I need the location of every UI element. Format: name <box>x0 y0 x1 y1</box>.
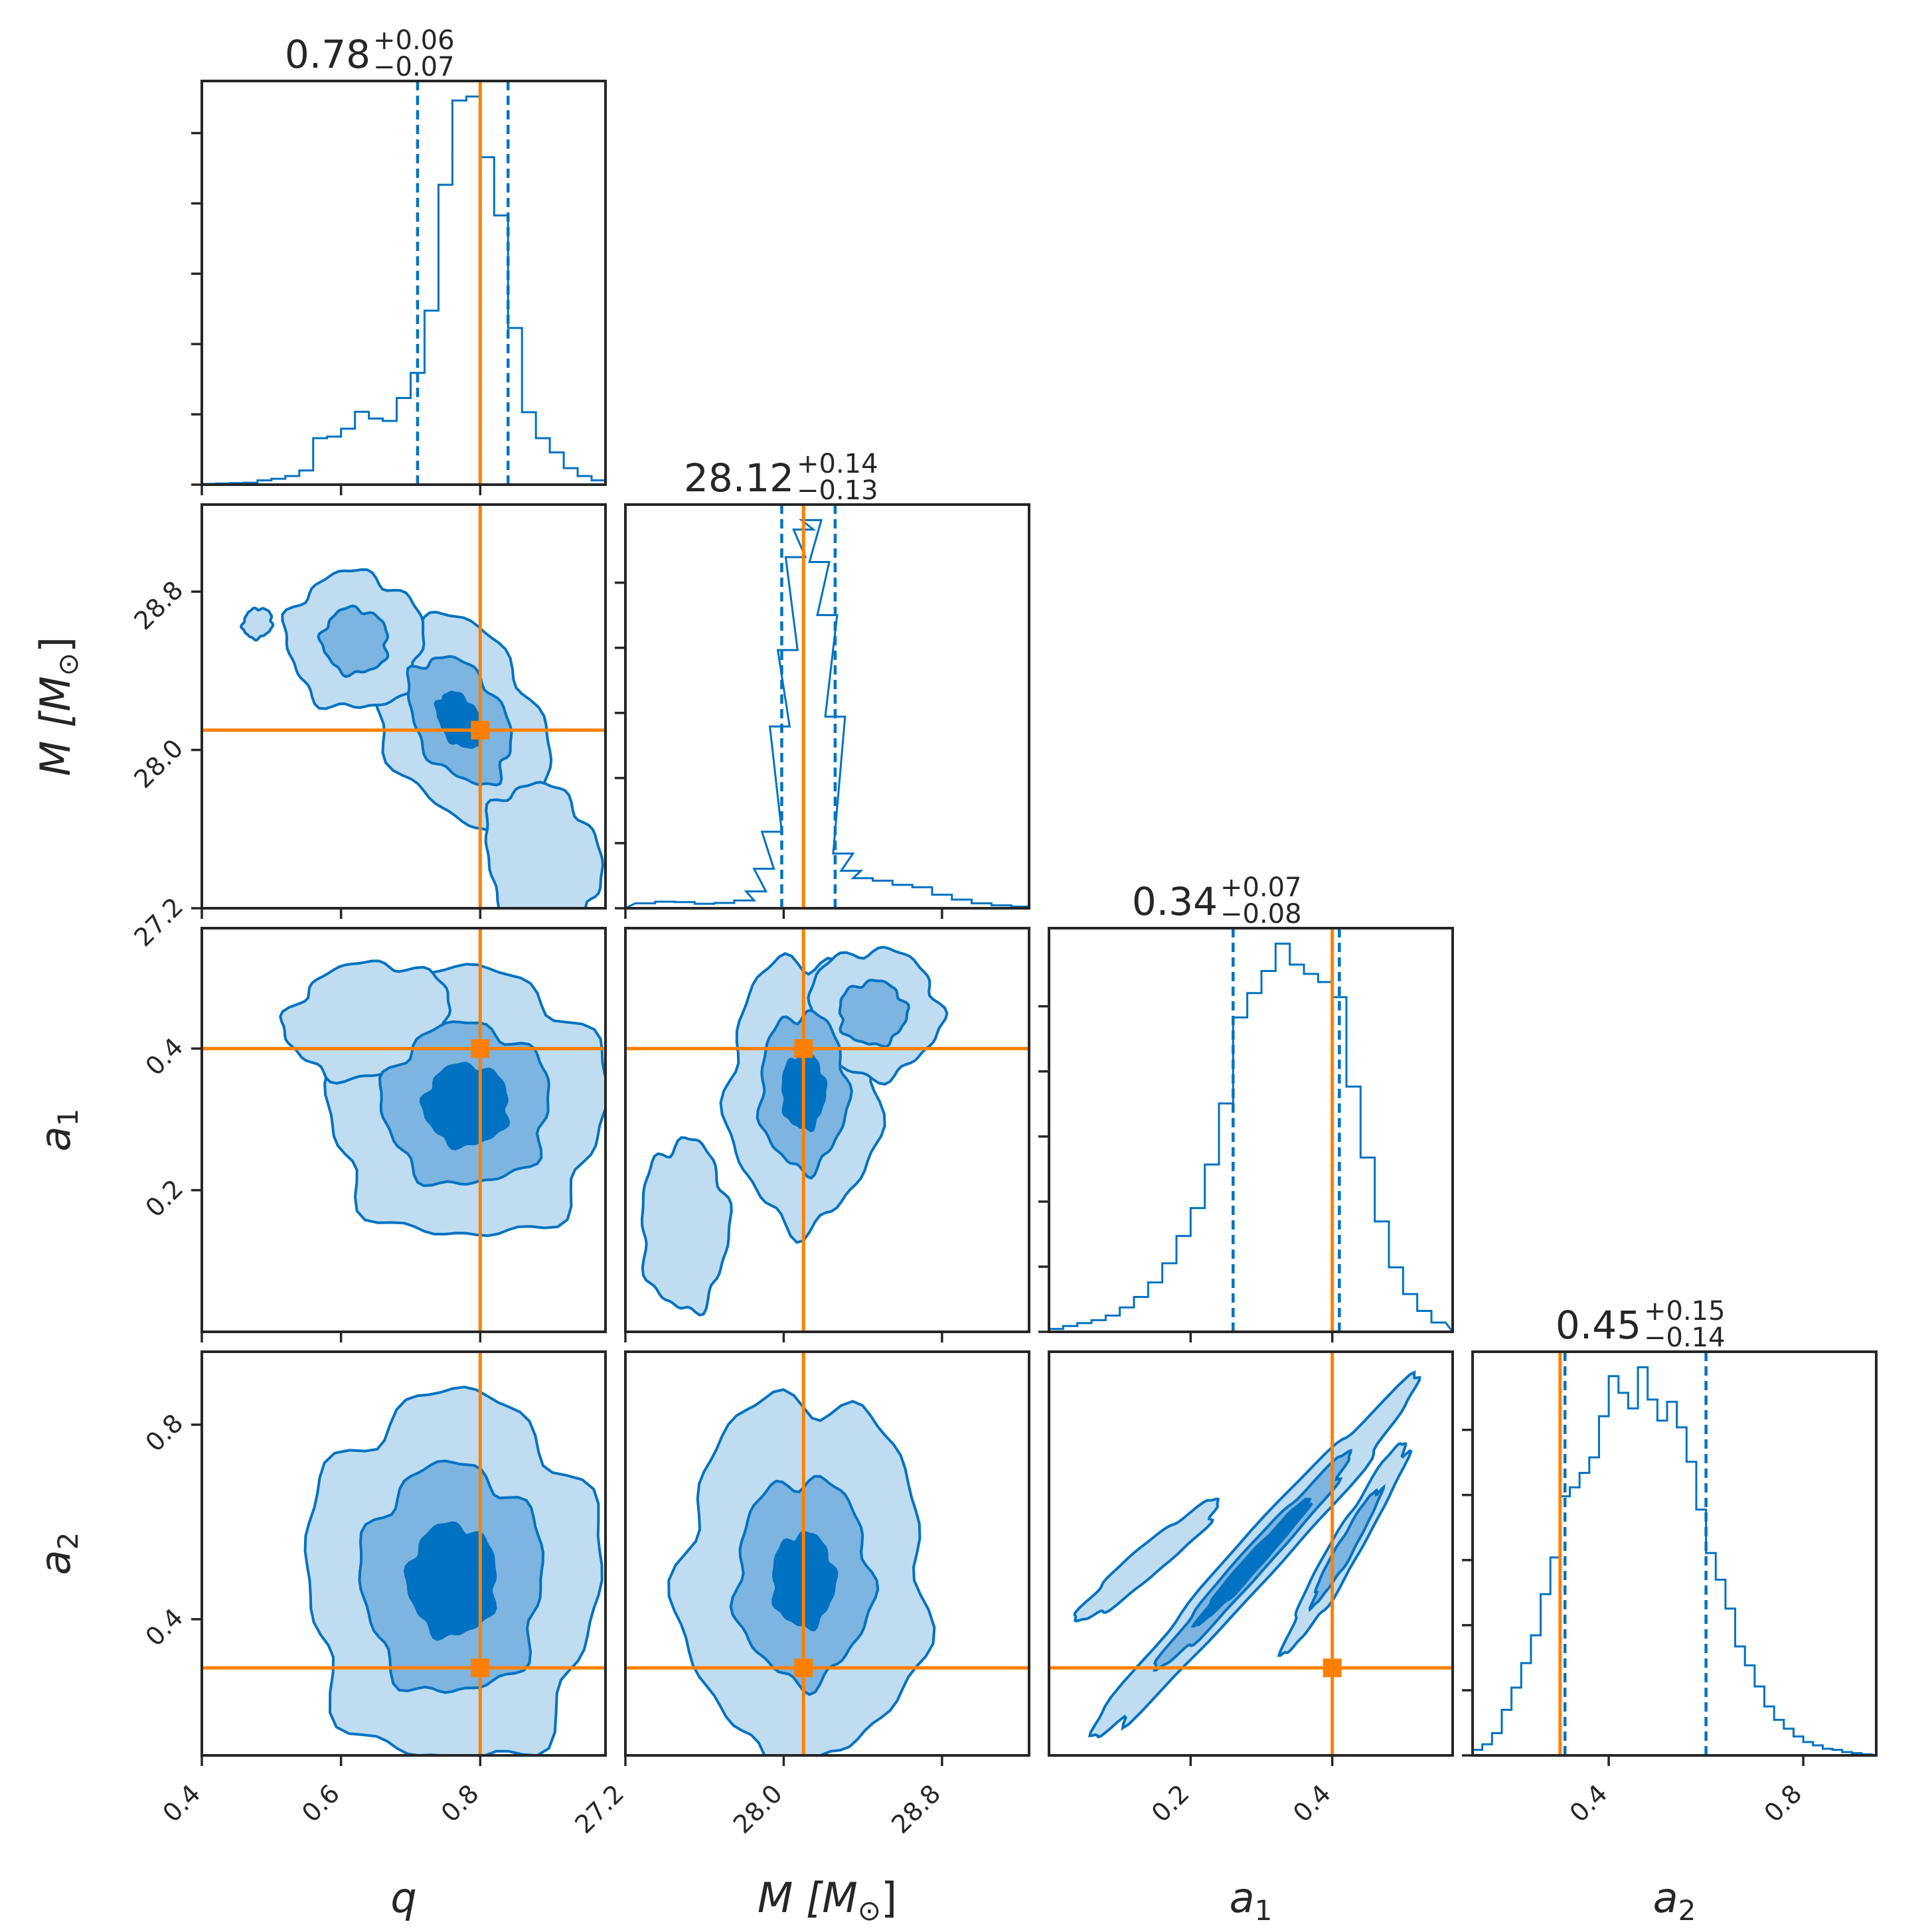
truth-marker <box>794 1658 813 1678</box>
hist-plot-area-a1 <box>1049 928 1453 1332</box>
title-plus-a2: +0.15 <box>1644 1296 1726 1327</box>
hist-panel-a1 <box>1038 927 1454 1333</box>
contour-frame <box>624 927 1030 1333</box>
hist-panel-q <box>191 80 607 486</box>
xaxis-label-q: q <box>390 1874 416 1922</box>
contour-frame <box>1048 1350 1454 1757</box>
hist-plot-area-q <box>202 81 605 485</box>
yaxis-label-a1: a1 <box>31 1109 84 1152</box>
title-minus-M: −0.13 <box>797 475 878 506</box>
contour-level-2 <box>838 979 910 1048</box>
contour-level-1 <box>1073 1497 1220 1623</box>
contour-level-2 <box>317 604 390 679</box>
histogram-a2 <box>1473 1366 1876 1755</box>
title-minus-q: −0.07 <box>373 52 455 82</box>
xaxis-label-a1-subscript: 1 <box>1255 1894 1273 1927</box>
contour-level-2 <box>1308 1484 1386 1613</box>
contour-plot-area <box>625 1352 1029 1755</box>
title-median-M: 28.12 <box>684 455 794 501</box>
xaxis-label-M-close: ] <box>881 1874 897 1922</box>
yaxis-label-M-symbol: M [M <box>31 676 80 776</box>
contour-frame <box>201 503 607 910</box>
contour-level-3 <box>1190 1497 1313 1628</box>
contour-plot-area <box>202 505 605 908</box>
contour-level-3 <box>403 1521 497 1641</box>
contour-plot-area <box>625 928 1029 1332</box>
truth-marker <box>471 1039 490 1058</box>
contour-panel-q-a2 <box>201 1350 607 1757</box>
title-plus-M: +0.14 <box>797 449 878 479</box>
contour-plot-area <box>202 1352 605 1755</box>
truth-marker <box>794 1039 813 1058</box>
xaxis-label-M-subscript: ⊙ <box>858 1894 881 1927</box>
hist-frame-M <box>624 503 1030 910</box>
contour-plot-area <box>202 928 605 1332</box>
title-minus-a2: −0.14 <box>1644 1323 1726 1353</box>
title-minus-a1: −0.08 <box>1220 899 1302 929</box>
hist-frame-q <box>201 80 607 486</box>
hist-plot-area-a2 <box>1473 1352 1876 1755</box>
contour-level-1 <box>484 781 605 908</box>
yaxis-label-a2-symbol: a <box>31 1550 80 1575</box>
yaxis-label-a2: a2 <box>31 1532 84 1575</box>
yaxis-label-M-subscript: ⊙ <box>52 653 84 676</box>
yaxis-label-M-close: ] <box>31 637 80 653</box>
title-median-q: 0.78 <box>285 32 370 77</box>
contour-frame <box>624 1350 1030 1757</box>
contour-level-3 <box>419 1062 511 1151</box>
contour-level-1 <box>640 1136 733 1317</box>
title-plus-a1: +0.07 <box>1220 872 1302 903</box>
xaxis-label-a2-subscript: 2 <box>1678 1894 1696 1927</box>
contour-level-1 <box>240 606 275 642</box>
contour-panel-q-a1 <box>201 927 607 1333</box>
title-median-a1: 0.34 <box>1132 879 1218 924</box>
truth-marker <box>471 720 490 740</box>
hist-panel-a2 <box>1462 1350 1878 1757</box>
xaxis-label-a2: a2 <box>1653 1874 1696 1927</box>
contour-plot-area <box>1049 1352 1453 1755</box>
histogram-q <box>202 95 605 485</box>
yaxis-label-a2-subscript: 2 <box>52 1532 84 1550</box>
title-median-a2: 0.45 <box>1556 1303 1641 1348</box>
xaxis-label-a1-symbol: a <box>1230 1874 1255 1922</box>
yaxis-label-M: M [M⊙] <box>31 637 84 776</box>
hist-frame-a2 <box>1471 1350 1878 1757</box>
hist-frame-a1 <box>1048 927 1454 1333</box>
xaxis-label-q-symbol: q <box>390 1874 416 1922</box>
yaxis-label-a1-subscript: 1 <box>52 1109 84 1127</box>
yaxis-label-a1-symbol: a <box>31 1126 80 1151</box>
title-plus-q: +0.06 <box>373 25 455 56</box>
hist-panel-M <box>615 503 1030 910</box>
xaxis-label-a2-symbol: a <box>1653 1874 1678 1922</box>
contour-frame <box>201 927 607 1333</box>
contour-panel-M-a2 <box>624 1350 1030 1757</box>
xaxis-label-M-symbol: M [M <box>758 1874 858 1922</box>
xaxis-label-a1: a1 <box>1230 1874 1273 1927</box>
xaxis-label-M: M [M⊙] <box>758 1874 897 1927</box>
contour-panel-q-M <box>201 503 607 910</box>
truth-marker <box>1323 1658 1342 1678</box>
histogram-M <box>625 519 1029 908</box>
truth-marker <box>471 1658 490 1678</box>
hist-plot-area-M <box>625 505 1029 908</box>
histogram-a1 <box>1049 942 1453 1332</box>
contour-panel-M-a1 <box>624 927 1030 1333</box>
contour-frame <box>201 1350 607 1757</box>
contour-panel-a1-a2 <box>1048 1350 1454 1757</box>
